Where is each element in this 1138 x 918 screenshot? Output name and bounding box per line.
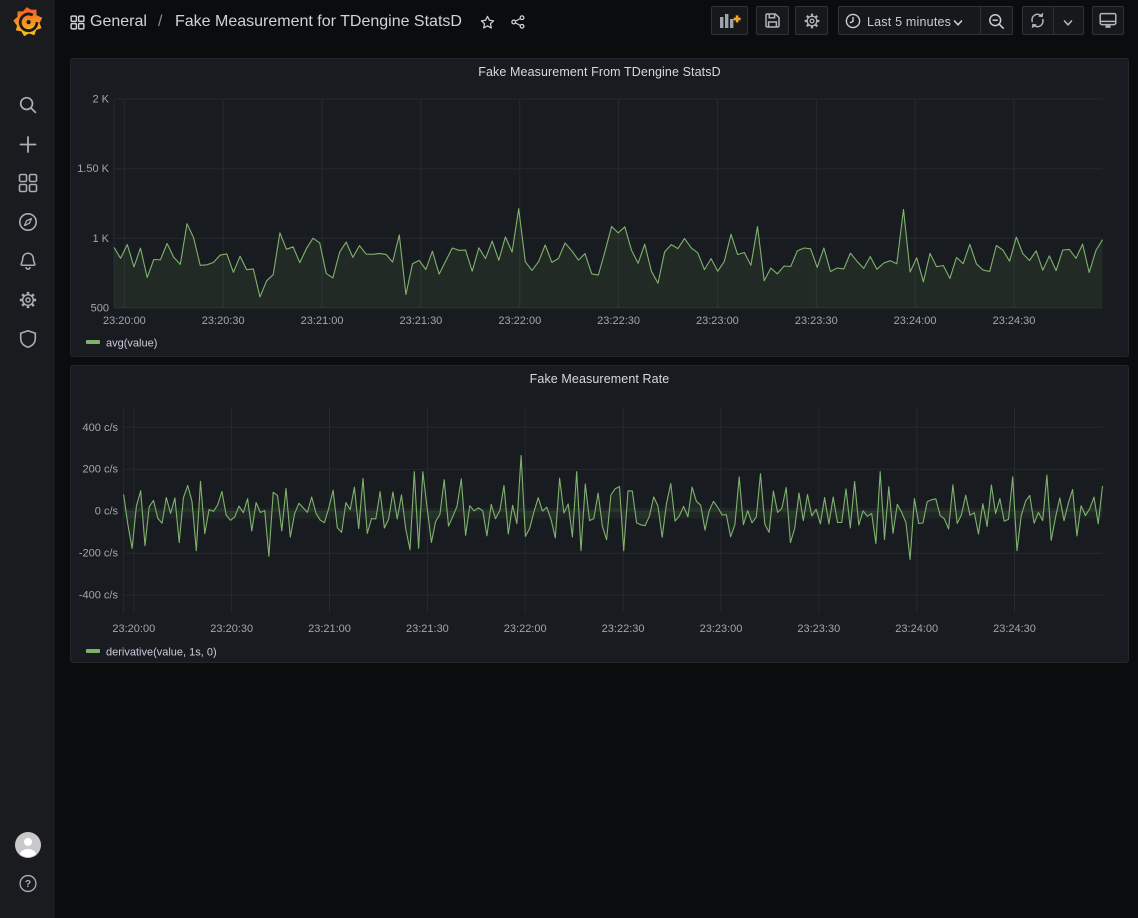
- svg-text:-200 c/s: -200 c/s: [79, 548, 119, 560]
- svg-text:200 c/s: 200 c/s: [83, 464, 119, 476]
- svg-text:23:21:30: 23:21:30: [399, 315, 442, 327]
- svg-text:avg(value): avg(value): [106, 338, 157, 350]
- svg-text:23:24:30: 23:24:30: [993, 315, 1036, 327]
- svg-text:23:24:00: 23:24:00: [894, 315, 937, 327]
- svg-text:23:21:00: 23:21:00: [308, 623, 351, 635]
- svg-text:-400 c/s: -400 c/s: [79, 590, 119, 602]
- svg-text:23:24:30: 23:24:30: [993, 623, 1036, 635]
- svg-text:derivative(value, 1s, 0): derivative(value, 1s, 0): [106, 647, 217, 659]
- svg-text:400 c/s: 400 c/s: [83, 422, 119, 434]
- svg-text:23:22:00: 23:22:00: [498, 315, 541, 327]
- svg-text:23:20:30: 23:20:30: [202, 315, 245, 327]
- svg-text:23:21:00: 23:21:00: [301, 315, 344, 327]
- svg-text:500: 500: [91, 303, 109, 315]
- svg-text:23:22:30: 23:22:30: [602, 623, 645, 635]
- svg-text:23:23:30: 23:23:30: [795, 315, 838, 327]
- svg-text:23:20:00: 23:20:00: [112, 623, 155, 635]
- svg-text:23:20:00: 23:20:00: [103, 315, 146, 327]
- svg-text:1.50 K: 1.50 K: [77, 163, 109, 175]
- svg-text:23:23:00: 23:23:00: [696, 315, 739, 327]
- svg-text:23:20:30: 23:20:30: [210, 623, 253, 635]
- svg-text:23:22:30: 23:22:30: [597, 315, 640, 327]
- svg-text:?: ?: [24, 879, 30, 890]
- svg-text:0 c/s: 0 c/s: [95, 506, 119, 518]
- svg-text:1 K: 1 K: [92, 233, 109, 245]
- svg-text:23:23:00: 23:23:00: [700, 623, 743, 635]
- svg-text:23:24:00: 23:24:00: [895, 623, 938, 635]
- svg-text:2 K: 2 K: [92, 94, 109, 106]
- svg-text:23:23:30: 23:23:30: [797, 623, 840, 635]
- svg-text:23:22:00: 23:22:00: [504, 623, 547, 635]
- svg-text:23:21:30: 23:21:30: [406, 623, 449, 635]
